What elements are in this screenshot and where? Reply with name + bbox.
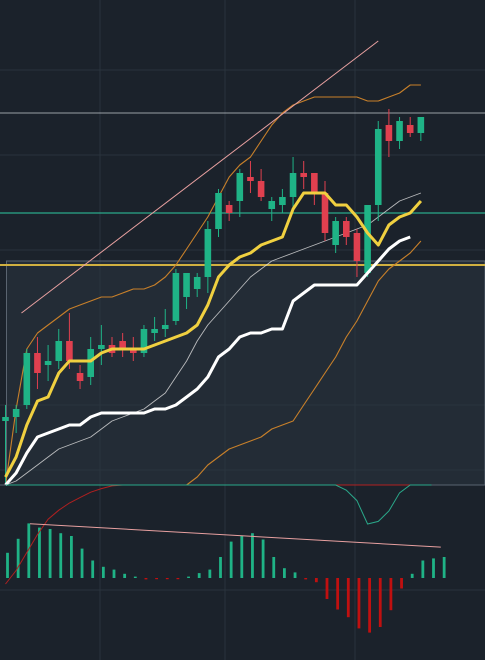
macd-histogram-bar [293, 572, 297, 578]
macd-histogram-bar [165, 578, 169, 580]
candle-body [417, 117, 425, 133]
macd-histogram-bar [123, 573, 127, 578]
candle-body [289, 173, 297, 197]
candle-body [76, 373, 84, 381]
candle-body [140, 329, 148, 353]
macd-histogram-bar [101, 566, 105, 578]
candle-body [364, 205, 371, 273]
ema-fast-line [4, 191, 423, 478]
macd-histogram-bar [421, 560, 425, 578]
macd-histogram-bar [272, 557, 276, 578]
macd-histogram-bar [48, 529, 52, 578]
macd-histogram-bar [133, 576, 137, 578]
macd-histogram-bar [442, 557, 446, 578]
price-panel [0, 40, 485, 486]
candle-body [236, 173, 244, 201]
candle-body [55, 341, 63, 361]
macd-histogram-bar [197, 573, 201, 578]
macd-line [5, 484, 432, 525]
macd-histogram-bar [400, 578, 403, 589]
candle-body [311, 173, 318, 193]
macd-histogram-bar [6, 552, 9, 578]
macd-histogram-bar [91, 560, 95, 578]
macd-histogram-bar [314, 578, 318, 583]
candle-body [151, 329, 158, 333]
candle-body [23, 353, 31, 405]
candle-body [193, 277, 201, 289]
price-trendline [21, 40, 379, 314]
candle-body [268, 201, 276, 209]
macd-histogram-bar [251, 533, 254, 578]
macd-panel [0, 484, 485, 633]
macd-histogram-bar [229, 541, 233, 578]
candle-body [374, 129, 382, 205]
candle-body [215, 193, 222, 229]
macd-histogram-bar [283, 568, 286, 578]
macd-histogram-bar [70, 536, 73, 578]
macd-histogram-bar [389, 578, 393, 611]
candle-body [321, 193, 329, 233]
macd-histogram-bar [16, 538, 20, 578]
candle-body [406, 125, 414, 133]
macd-histogram-bar [240, 536, 244, 578]
candle-body [396, 121, 403, 141]
macd-histogram-bar [304, 578, 308, 580]
macd-histogram-bar [410, 573, 414, 578]
candle-body [44, 361, 52, 365]
macd-histogram-bar [261, 539, 265, 578]
macd-histogram-bar [176, 578, 180, 580]
candle-body [161, 325, 169, 329]
candle-body [98, 345, 105, 349]
candle-body [247, 177, 254, 181]
macd-histogram-bar [80, 548, 84, 578]
macd-histogram-bar [219, 557, 222, 578]
candle-body [130, 349, 137, 353]
ema-mid-line [4, 235, 411, 486]
macd-histogram-bar [208, 569, 212, 578]
macd-histogram-bar [144, 578, 148, 580]
macd-histogram-bar [27, 523, 31, 578]
macd-histogram-bar [38, 527, 41, 578]
candle-body [225, 205, 233, 213]
macd-histogram-bar [155, 578, 158, 580]
candle-body [87, 349, 94, 377]
candle-body [279, 197, 286, 205]
range-zone [6, 260, 485, 486]
candle-body [119, 341, 126, 349]
bollinger-upper-line [4, 84, 421, 486]
macd-trendline [29, 523, 441, 548]
macd-histogram-bar [346, 578, 350, 618]
slow-moving-average-line [5, 192, 422, 486]
candle-body [300, 173, 307, 177]
candle-body [172, 273, 180, 321]
macd-histogram-bar [336, 578, 340, 610]
macd-histogram-bar [325, 578, 329, 599]
macd-histogram-bar [59, 533, 63, 578]
candle-body [204, 229, 212, 277]
candle-body [66, 341, 73, 361]
candle-body [2, 417, 9, 421]
macd-histogram-bar [357, 578, 361, 629]
candle-body [34, 353, 41, 373]
candle-body [343, 221, 350, 237]
candle-body [332, 221, 339, 245]
candle-body [385, 125, 393, 141]
macd-histogram-bar [112, 569, 116, 578]
candle-body [183, 273, 190, 297]
candle-body [353, 233, 361, 261]
macd-histogram-bar [432, 558, 435, 578]
macd-histogram-bar [187, 576, 190, 578]
macd-histogram-bar [378, 578, 382, 627]
candle-body [257, 181, 265, 197]
candle-body [12, 409, 20, 417]
macd-histogram-bar [368, 578, 371, 633]
